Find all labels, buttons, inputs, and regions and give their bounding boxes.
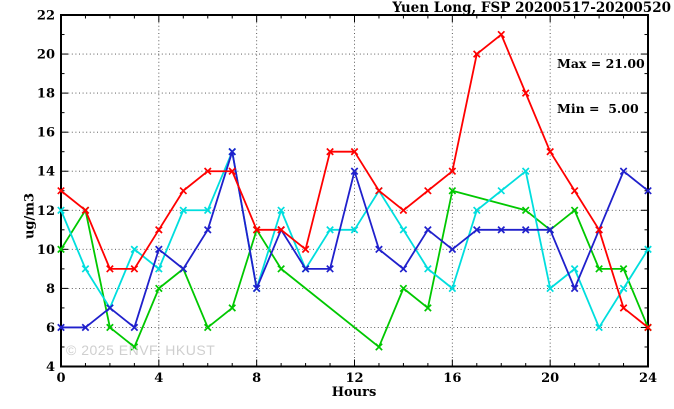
series-green [57, 186, 652, 351]
min-value-label: Min = 5.00 [557, 101, 639, 116]
max-min-annotation: Max = 21.00 Min = 5.00 [557, 26, 645, 146]
svg-text:20: 20 [541, 371, 559, 386]
series-red [57, 30, 652, 332]
max-value-label: Max = 21.00 [557, 56, 645, 71]
svg-text:16: 16 [443, 371, 461, 386]
series-blue [57, 147, 652, 332]
watermark: © 2025 ENVF, HKUST [66, 342, 216, 358]
svg-text:14: 14 [37, 165, 55, 180]
chart-title: Yuen Long, FSP 20200517-20200520 [392, 0, 671, 16]
svg-text:20: 20 [37, 48, 55, 63]
svg-text:12: 12 [345, 371, 363, 386]
svg-text:24: 24 [639, 371, 657, 386]
svg-text:10: 10 [37, 243, 55, 258]
svg-text:18: 18 [37, 87, 55, 102]
svg-text:0: 0 [56, 371, 65, 386]
svg-text:4: 4 [154, 371, 163, 386]
x-axis-label: Hours [331, 385, 377, 400]
svg-text:16: 16 [37, 126, 55, 141]
svg-text:6: 6 [46, 321, 55, 336]
svg-text:8: 8 [46, 282, 55, 297]
y-axis-label: ug/m3 [22, 192, 38, 240]
svg-text:8: 8 [252, 371, 261, 386]
svg-text:22: 22 [37, 9, 55, 24]
svg-text:12: 12 [37, 204, 55, 219]
svg-text:4: 4 [46, 360, 55, 375]
